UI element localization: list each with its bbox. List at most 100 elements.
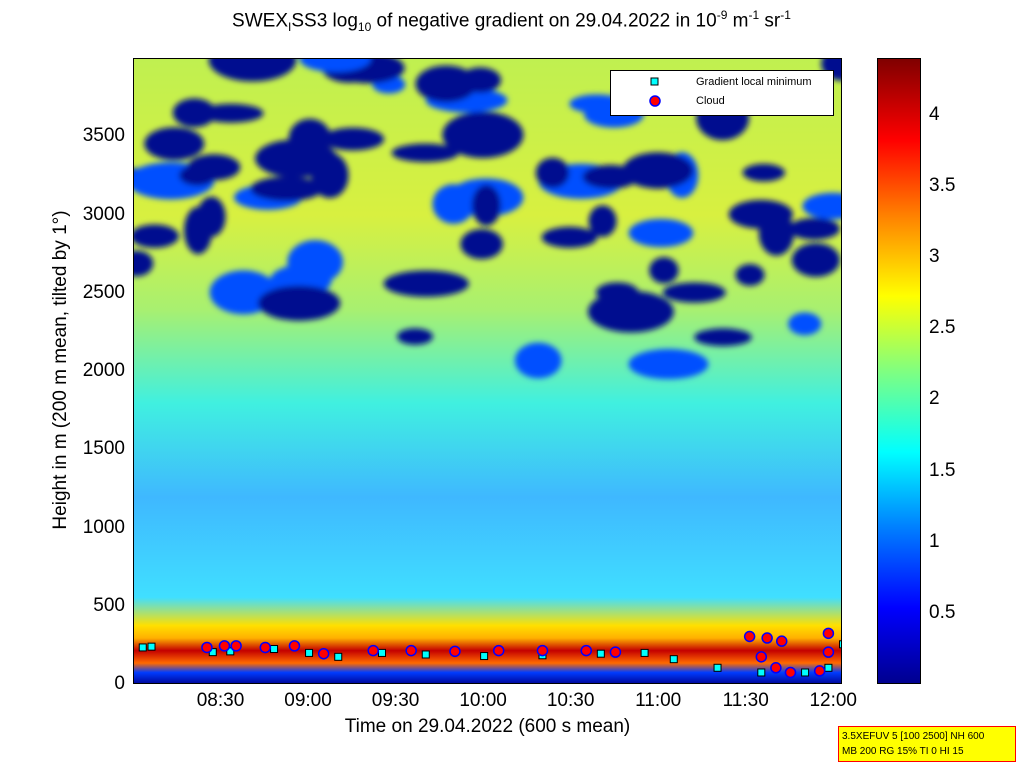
cloud-marker [536, 644, 549, 657]
low-value-region [184, 206, 213, 255]
low-value-region [788, 312, 822, 336]
low-value-region [588, 205, 617, 237]
gradient-local-minimum-marker [640, 648, 649, 657]
cloud-marker [201, 641, 213, 654]
low-value-region [460, 228, 504, 260]
x-tick-label: 09:30 [371, 690, 420, 711]
colorbar-tick-label: 3 [929, 246, 940, 268]
gradient-local-minimum-marker [226, 647, 235, 656]
gradient-local-minimum-marker [378, 648, 387, 657]
low-value-region [288, 118, 332, 158]
x-axis-label: Time on 29.04.2022 (600 s mean) [344, 716, 631, 737]
low-value-region [622, 152, 694, 189]
x-tick-label: 11:30 [722, 690, 769, 711]
low-value-region [144, 127, 205, 161]
cloud-marker [367, 644, 380, 657]
x-tick-label: 09:00 [284, 690, 332, 711]
y-tick-label: 2500 [82, 281, 125, 303]
cloud-marker [288, 640, 301, 652]
colorbar-tick-label: 3.5 [929, 175, 956, 197]
low-value-region [187, 154, 241, 181]
x-tick-label: 12:00 [809, 690, 857, 711]
gradient-local-minimum-marker [757, 668, 766, 677]
x-tick-label: 11:00 [635, 690, 682, 711]
low-value-region [582, 164, 639, 189]
cloud-marker [405, 644, 417, 657]
cloud-marker [743, 630, 756, 643]
y-tick-label: 0 [114, 673, 125, 694]
low-value-region [628, 349, 709, 380]
low-value-region [415, 65, 477, 103]
gradient-local-minimum-marker [824, 663, 833, 672]
square-marker-icon [650, 77, 659, 86]
low-value-region [172, 98, 216, 128]
x-tick-label: 08:30 [196, 690, 245, 711]
low-value-region [821, 59, 841, 81]
low-value-region [791, 243, 840, 277]
y-tick-label: 1500 [82, 438, 125, 460]
low-value-region [471, 184, 501, 226]
y-tick-label: 500 [93, 594, 125, 616]
cloud-marker [822, 627, 835, 640]
colorbar-tick-label: 2.5 [929, 317, 956, 339]
low-value-region [134, 250, 154, 277]
y-tick-label: 2000 [82, 360, 125, 381]
low-value-region [694, 328, 752, 347]
cloud-marker [813, 665, 826, 677]
colorbar-tick-label: 0.5 [929, 601, 956, 623]
low-value-region [514, 342, 562, 379]
low-value-region [541, 226, 598, 248]
low-value-region [257, 285, 341, 321]
heatmap-plot-area [133, 58, 842, 684]
gradient-local-minimum-marker [713, 663, 722, 672]
low-value-region [735, 264, 765, 286]
gradient-local-minimum-marker [480, 652, 489, 661]
low-value-region [758, 210, 795, 256]
low-value-region [397, 328, 434, 345]
low-value-region [134, 224, 179, 248]
chart-title: SWEXISS3 log10 of negative gradient on 2… [232, 8, 791, 35]
cloud-marker [822, 646, 835, 658]
low-value-region [391, 143, 459, 163]
low-value-region [802, 192, 841, 220]
cloud-marker [609, 646, 622, 658]
low-value-region [383, 270, 469, 297]
x-tick-label: 10:00 [459, 690, 507, 711]
gradient-local-minimum-marker [596, 649, 605, 658]
x-tick-label: 10:30 [546, 690, 595, 711]
heatmap-low-value-regions [134, 59, 841, 380]
low-value-region [299, 59, 371, 73]
gradient-local-minimum-marker [669, 655, 678, 664]
colorbar-tick-label: 1 [929, 530, 940, 552]
circle-marker-icon [649, 95, 661, 107]
cloud-marker [449, 645, 461, 658]
colorbar [877, 58, 921, 684]
cloud-marker [761, 632, 773, 644]
low-value-region [788, 217, 840, 240]
legend: Gradient local minimum Cloud [610, 70, 834, 116]
low-value-region [208, 59, 297, 82]
cloud-marker [492, 644, 505, 657]
cloud-marker [755, 651, 768, 663]
gradient-local-minimum-marker [270, 645, 279, 654]
marker-layer [138, 627, 841, 679]
y-tick-label: 3500 [82, 125, 125, 147]
colorbar-tick-label: 1.5 [929, 459, 956, 481]
low-value-region [628, 218, 694, 248]
gradient-local-minimum-marker [305, 648, 314, 657]
low-value-region [442, 111, 524, 159]
cloud-marker [317, 647, 330, 660]
colorbar-tick-label: 2 [929, 388, 940, 410]
low-value-region [742, 163, 786, 182]
cloud-marker [580, 644, 592, 657]
y-tick-label: 3000 [82, 203, 125, 225]
colorbar-tick-label: 4 [929, 103, 940, 125]
legend-item-gradient-minimum: Gradient local minimum [611, 74, 833, 92]
low-value-region [649, 257, 679, 284]
heatmap-svg [134, 59, 841, 683]
low-value-region [662, 282, 726, 303]
low-value-region [250, 176, 323, 202]
low-value-region [321, 127, 385, 151]
cloud-marker [230, 640, 242, 652]
y-tick-label: 1000 [82, 516, 125, 538]
